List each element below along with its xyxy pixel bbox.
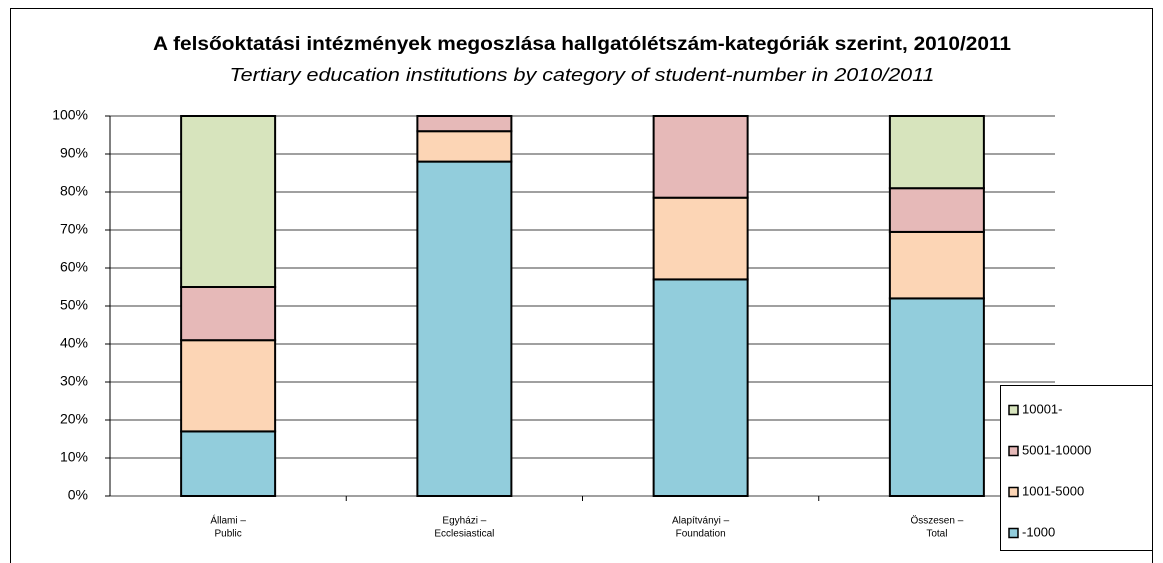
x-tick-label: Total bbox=[926, 529, 947, 540]
x-tick-label: Állami – bbox=[210, 514, 246, 527]
y-tick-label: 0% bbox=[68, 487, 88, 503]
bar-segment bbox=[180, 115, 277, 288]
legend-swatch bbox=[1008, 486, 1019, 498]
bar-segment bbox=[888, 115, 985, 190]
y-tick-label: 70% bbox=[60, 221, 88, 237]
chart-frame bbox=[10, 8, 1153, 563]
y-tick-label: 60% bbox=[60, 259, 88, 275]
bar-segment bbox=[652, 115, 749, 199]
y-tick-label: 50% bbox=[60, 297, 88, 313]
x-tick-label: Public bbox=[215, 529, 242, 540]
y-tick-label: 20% bbox=[60, 411, 88, 427]
legend-label: 10001- bbox=[1022, 401, 1062, 416]
x-tick-label: Ecclesiastical bbox=[434, 529, 494, 540]
y-tick-label: 10% bbox=[60, 449, 88, 465]
bar-segment bbox=[652, 278, 749, 497]
bar-segment bbox=[888, 230, 985, 300]
y-tick-label: 100% bbox=[52, 107, 88, 123]
legend-label: 1001-5000 bbox=[1022, 483, 1084, 498]
legend-label: 5001-10000 bbox=[1022, 442, 1091, 457]
y-tick-label: 80% bbox=[60, 183, 88, 199]
bar-segment bbox=[416, 130, 513, 163]
legend-box bbox=[1000, 385, 1153, 551]
bar-segment bbox=[180, 286, 277, 342]
bar-segment bbox=[652, 196, 749, 281]
bar-segment bbox=[180, 430, 277, 497]
x-tick-label: Egyházi – bbox=[442, 516, 486, 527]
bar-segment bbox=[888, 187, 985, 233]
y-tick-label: 30% bbox=[60, 373, 88, 389]
chart-title: A felsőoktatási intézmények megoszlása h… bbox=[153, 34, 1011, 55]
bar-segment bbox=[416, 115, 513, 133]
x-tick-label: Foundation bbox=[676, 529, 726, 540]
y-tick-label: 40% bbox=[60, 335, 88, 351]
x-tick-label: Alapítványi – bbox=[672, 516, 730, 527]
bar-segment bbox=[888, 297, 985, 497]
legend-swatch bbox=[1008, 527, 1019, 539]
bar-segment bbox=[416, 160, 513, 497]
legend-swatch bbox=[1008, 404, 1019, 416]
y-tick-label: 90% bbox=[60, 145, 88, 161]
x-tick-label: Összesen – bbox=[910, 515, 963, 527]
legend-label: -1000 bbox=[1022, 524, 1055, 539]
bar-segment bbox=[180, 339, 277, 433]
legend-swatch bbox=[1008, 445, 1019, 457]
chart-subtitle: Tertiary education institutions by categ… bbox=[230, 65, 935, 85]
